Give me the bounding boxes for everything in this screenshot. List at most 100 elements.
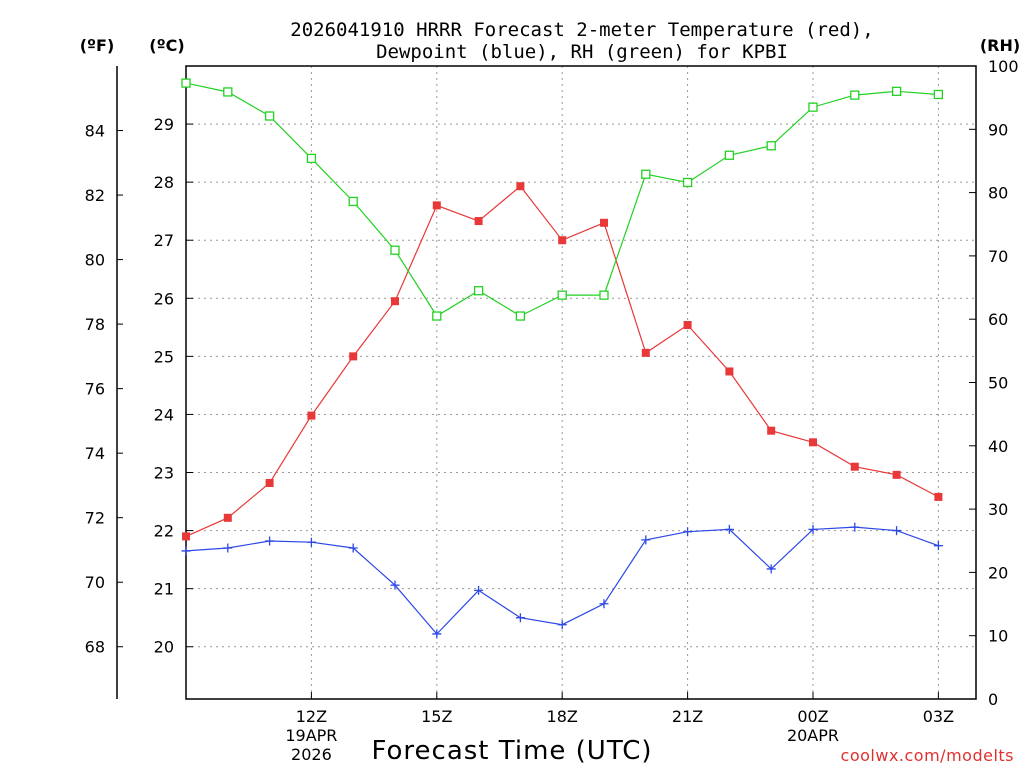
rh-point — [766, 141, 776, 151]
celsius-tick-label: 27 — [154, 231, 174, 250]
rh-point — [599, 290, 609, 300]
fahrenheit-tick-label: 78 — [85, 315, 105, 334]
temperature-point — [182, 532, 190, 541]
rh-point — [891, 86, 902, 96]
x-tick-label: 19APR — [285, 726, 337, 745]
temperature-point — [349, 352, 358, 361]
x-tick-label: 03Z — [923, 707, 954, 726]
x-tick-label: 21Z — [672, 707, 703, 726]
rh-tick-label: 50 — [988, 374, 1008, 393]
temperature-point — [390, 297, 399, 306]
dewpoint-point — [850, 522, 860, 532]
dewpoint-point — [724, 524, 734, 534]
temperature-point — [725, 367, 734, 376]
dewpoint-point — [390, 580, 400, 590]
rh-point — [724, 150, 735, 160]
x-tick-label: 00Z — [797, 707, 828, 726]
plot-frame — [185, 65, 977, 700]
dewpoint-point — [766, 564, 776, 574]
temperature-point — [558, 236, 567, 245]
rh-point — [515, 311, 526, 321]
rh-series — [181, 78, 944, 321]
celsius-tick-label: 25 — [154, 347, 174, 366]
dewpoint-point — [432, 629, 442, 639]
fahrenheit-tick-label: 74 — [85, 444, 105, 463]
chart-title-line1: 2026041910 HRRR Forecast 2-meter Tempera… — [290, 19, 873, 41]
rh-point — [390, 245, 400, 255]
x-tick-label: 12Z — [296, 707, 327, 726]
dewpoint-point — [474, 585, 484, 595]
temperature-point — [934, 492, 943, 501]
dewpoint-point — [933, 541, 943, 551]
dewpoint-line — [185, 526, 939, 635]
chart-title-line2: Dewpoint (blue), RH (green) for KPBI — [376, 41, 788, 63]
grid — [186, 66, 976, 699]
temperature-point — [265, 478, 274, 487]
celsius-unit-label: (ºC) — [149, 36, 184, 55]
dewpoint-point — [557, 620, 567, 630]
dewpoint-point — [181, 546, 191, 556]
rh-tick-label: 70 — [988, 247, 1008, 266]
rh-point — [933, 89, 944, 100]
dewpoint-series — [181, 522, 943, 639]
temperature-point — [683, 321, 692, 330]
rh-point — [223, 87, 233, 97]
dewpoint-point — [348, 543, 358, 553]
fahrenheit-tick-label: 70 — [85, 573, 105, 592]
fahrenheit-tick-label: 80 — [85, 251, 105, 270]
celsius-tick-label: 22 — [154, 522, 174, 541]
rh-point — [641, 169, 651, 179]
x-tick-label: 15Z — [421, 707, 452, 726]
credit-text: coolwx.com/modelts — [841, 746, 1014, 765]
temperature-point — [307, 411, 316, 420]
rh-tick-label: 0 — [988, 690, 998, 709]
axes — [116, 65, 977, 700]
rh-point — [850, 90, 860, 100]
rh-tick-label: 60 — [988, 310, 1008, 329]
temperature-point — [432, 201, 441, 210]
dewpoint-point — [808, 524, 818, 534]
temperature-point — [892, 470, 901, 479]
fahrenheit-unit-label: (ºF) — [80, 36, 115, 55]
rh-point — [432, 311, 442, 321]
temperature-point — [767, 426, 776, 435]
fahrenheit-tick-label: 68 — [85, 638, 105, 657]
rh-point — [348, 196, 358, 207]
fahrenheit-tick-label: 84 — [85, 122, 105, 141]
celsius-tick-label: 23 — [154, 464, 174, 483]
temperature-series — [182, 182, 943, 541]
rh-point — [682, 177, 693, 188]
dewpoint-point — [306, 537, 316, 547]
celsius-tick-label: 21 — [154, 580, 174, 599]
rh-tick-label: 10 — [988, 627, 1008, 646]
x-axis-label: Forecast Time (UTC) — [371, 736, 652, 766]
celsius-tick-label: 28 — [154, 173, 174, 192]
x-tick-label: 2026 — [291, 745, 332, 764]
rh-tick-label: 20 — [988, 563, 1008, 582]
rh-tick-label: 40 — [988, 437, 1008, 456]
temperature-point — [599, 218, 608, 227]
temperature-point — [474, 217, 483, 226]
temperature-point — [808, 438, 817, 447]
rh-tick-label: 90 — [988, 120, 1008, 139]
dewpoint-point — [892, 526, 902, 536]
celsius-tick-label: 20 — [154, 638, 174, 657]
rh-point — [306, 153, 317, 164]
dewpoint-point — [641, 535, 651, 545]
x-tick-label: 18Z — [547, 707, 578, 726]
rh-point — [557, 290, 567, 300]
rh-tick-label: 80 — [988, 184, 1008, 203]
fahrenheit-tick-label: 76 — [85, 380, 105, 399]
dewpoint-point — [599, 599, 609, 609]
celsius-tick-label: 29 — [154, 115, 174, 134]
rh-point — [473, 286, 484, 296]
series — [181, 78, 944, 639]
fahrenheit-tick-label: 72 — [85, 509, 105, 528]
x-tick-label: 20APR — [787, 726, 839, 745]
rh-unit-label: (RH) — [980, 36, 1020, 55]
rh-point — [808, 102, 818, 112]
dewpoint-point — [223, 543, 233, 553]
rh-point — [181, 78, 191, 88]
